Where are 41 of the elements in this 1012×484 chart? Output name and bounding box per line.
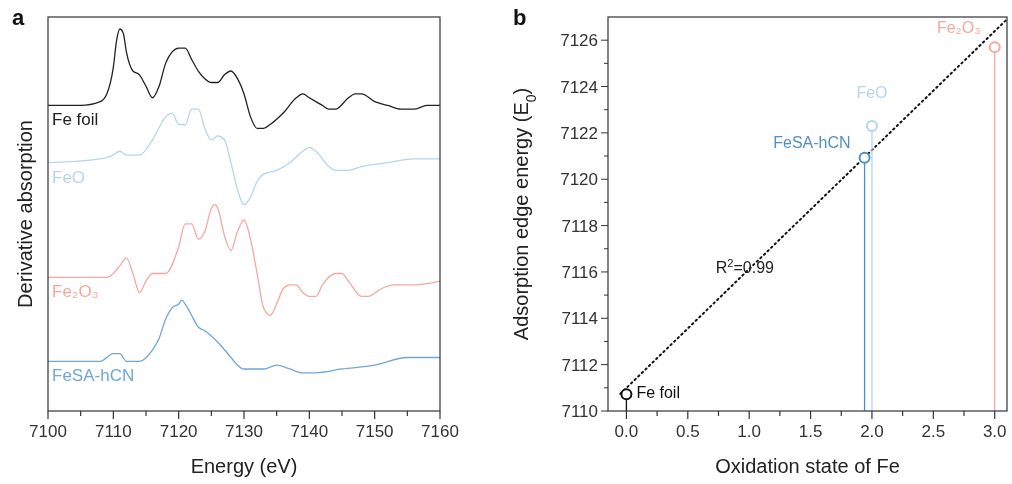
y-tick-label: 7124 [560, 77, 598, 97]
y-tick-label: 7118 [561, 216, 598, 236]
x-tick-label: 2.5 [921, 422, 946, 441]
y-axis-title: Derivative absorption [14, 120, 36, 308]
x-tick-label: 7150 [355, 422, 394, 441]
series-label: FeSA-hCN [52, 366, 135, 386]
point [988, 41, 1001, 54]
x-tick-label: 7110 [95, 422, 132, 441]
x-tick-label: 2.0 [860, 422, 884, 441]
y-tick-label: 7116 [561, 262, 598, 282]
x-tick-label: 7120 [159, 422, 198, 441]
y-tick-label: 7114 [561, 309, 598, 329]
series-label: Fe foil [636, 384, 680, 402]
point [858, 151, 871, 164]
y-tick-label: 7122 [560, 123, 598, 143]
point [865, 119, 878, 132]
chart-title: b [513, 5, 527, 30]
x-tick-label: 7160 [421, 422, 459, 441]
series-label: Fe₂O₃ [936, 19, 981, 37]
y-tick-label: 7126 [560, 31, 598, 51]
annotation: R$^{2}$=0.99 [715, 257, 775, 277]
point [620, 388, 633, 401]
x-tick-label: 1.0 [737, 422, 761, 441]
x-axis-title: Oxidation state of Fe [715, 455, 900, 477]
series-label: FeO [856, 83, 888, 101]
x-tick-label: 7130 [225, 422, 263, 441]
y-tick-label: 7120 [560, 170, 598, 190]
y-tick-label: 7112 [561, 355, 598, 375]
x-tick-label: 1.5 [798, 422, 823, 441]
x-tick-label: 7100 [29, 422, 67, 441]
x-tick-label: 3.0 [982, 422, 1007, 441]
chart-title: a [12, 5, 25, 30]
x-tick-label: 7140 [290, 422, 329, 441]
series-label: Fe foil [52, 110, 99, 130]
series-label: FeO [52, 167, 86, 187]
x-axis-title: Energy (eV) [190, 455, 298, 477]
x-tick-label: 0.0 [614, 422, 639, 441]
series-label: Fe₂O₃ [52, 282, 99, 302]
x-tick-label: 0.5 [675, 422, 700, 441]
y-tick-label: 7110 [561, 402, 598, 421]
series-label: FeSA-hCN [773, 133, 851, 151]
